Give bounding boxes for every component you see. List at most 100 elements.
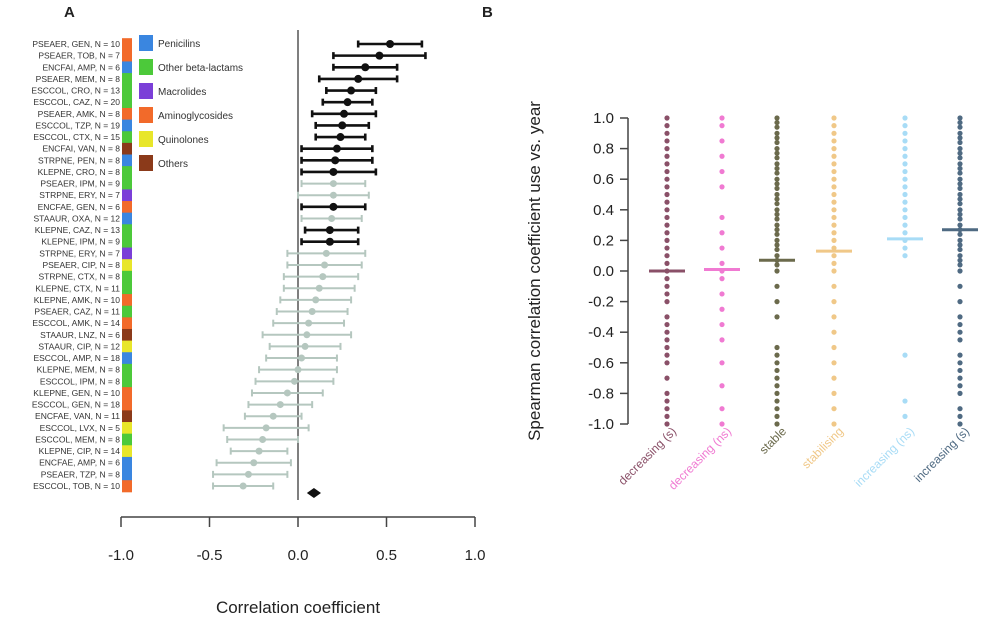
- class-color-strip: [122, 294, 132, 307]
- data-point: [957, 222, 963, 228]
- data-point: [664, 360, 670, 366]
- data-point: [957, 390, 963, 396]
- point-estimate: [354, 74, 363, 83]
- class-color-strip: [122, 422, 132, 435]
- point-estimate: [332, 144, 341, 153]
- data-point: [957, 242, 963, 248]
- forest-row: ENCFAE, VAN, N = 11: [35, 410, 303, 423]
- point-estimate: [294, 366, 302, 374]
- data-point: [831, 191, 837, 198]
- data-point: [719, 214, 725, 221]
- row-label: ESCCOL, TZP, N = 19: [36, 120, 121, 130]
- legend-swatch: [139, 35, 153, 51]
- data-point: [664, 161, 670, 167]
- point-estimate: [325, 226, 334, 235]
- data-point: [719, 306, 725, 312]
- row-label: ESCCOL, IPM, N = 8: [40, 376, 120, 386]
- a-x-tick-label: -1.0: [108, 547, 134, 564]
- category-strip: stable: [757, 115, 795, 457]
- row-label: PSEAER, TOB, N = 7: [38, 51, 120, 61]
- b-y-tick-label: -0.2: [588, 294, 614, 311]
- row-label: PSEAER, AMK, N = 8: [38, 109, 121, 119]
- data-point: [831, 222, 837, 228]
- forest-row: KLEPNE, CAZ, N = 13: [35, 224, 360, 237]
- data-point: [831, 253, 837, 259]
- data-point: [664, 214, 670, 221]
- data-point: [831, 176, 837, 182]
- data-point: [957, 216, 963, 222]
- data-point: [831, 214, 837, 221]
- data-point: [774, 262, 780, 268]
- data-point: [774, 135, 780, 141]
- forest-row: STRPNE, CTX, N = 8: [39, 270, 360, 283]
- b-y-tick-label: -0.6: [588, 355, 614, 372]
- row-label: PSEAER, MEM, N = 8: [36, 74, 121, 84]
- point-estimate: [329, 202, 338, 211]
- data-point: [774, 237, 780, 243]
- data-point: [664, 329, 670, 335]
- forest-row: KLEPNE, CRO, N = 8: [38, 166, 378, 179]
- data-point: [957, 375, 963, 381]
- row-label: ENCFAI, AMP, N = 6: [42, 62, 120, 72]
- panel-b-label: B: [482, 4, 493, 21]
- data-point: [664, 390, 670, 396]
- row-label: STRPNE, PEN, N = 8: [38, 155, 120, 165]
- data-point: [774, 398, 780, 404]
- class-color-strip: [122, 142, 132, 155]
- data-point: [664, 299, 670, 305]
- point-estimate: [322, 249, 330, 257]
- data-point: [774, 299, 780, 305]
- data-point: [664, 191, 670, 198]
- forest-row: KLEPNE, IPM, N = 9: [41, 235, 360, 249]
- data-point: [664, 413, 670, 419]
- point-estimate: [319, 273, 327, 281]
- point-estimate: [301, 342, 309, 350]
- data-point: [664, 337, 670, 343]
- class-color-strip: [122, 131, 132, 144]
- b-y-tick-label: -0.4: [588, 324, 614, 341]
- data-point: [719, 291, 725, 297]
- class-color-strip: [122, 154, 132, 167]
- data-point: [902, 184, 908, 190]
- data-point: [831, 314, 837, 320]
- forest-row: ESCCOL, MEM, N = 8: [35, 433, 299, 446]
- data-point: [774, 165, 780, 172]
- legend-item: Quinolones: [139, 131, 209, 147]
- data-point: [902, 153, 908, 159]
- point-estimate: [325, 237, 334, 246]
- data-point: [902, 199, 908, 205]
- data-point: [902, 352, 908, 358]
- legend-label: Aminoglycosides: [158, 111, 233, 122]
- legend-swatch: [139, 131, 153, 147]
- class-color-strip: [122, 456, 132, 470]
- category-strip: stabilising: [799, 115, 852, 471]
- data-point: [831, 161, 837, 167]
- class-color-strip: [122, 410, 132, 423]
- class-color-strip: [122, 84, 132, 97]
- data-point: [719, 321, 725, 328]
- data-point: [957, 383, 963, 389]
- data-point: [957, 207, 963, 213]
- category-label: increasing (ns): [852, 424, 918, 490]
- row-label: STAAUR, LNZ, N = 6: [40, 330, 120, 340]
- class-color-strip: [122, 305, 132, 318]
- data-point: [774, 211, 780, 217]
- data-point: [664, 115, 670, 121]
- class-color-strip: [122, 224, 132, 237]
- data-point: [831, 168, 837, 175]
- data-point: [831, 406, 837, 412]
- forest-row: PSEAER, TOB, N = 7: [38, 49, 427, 62]
- data-point: [664, 352, 670, 358]
- point-estimate: [329, 191, 337, 199]
- data-point: [774, 352, 780, 358]
- data-point: [664, 398, 670, 404]
- panel-a-label: A: [64, 4, 75, 21]
- class-color-strip: [122, 49, 132, 62]
- data-point: [774, 170, 780, 176]
- data-point: [774, 390, 780, 396]
- class-color-strip: [122, 398, 132, 411]
- row-label: ESCCOL, CTX, N = 15: [33, 132, 120, 142]
- forest-row: KLEPNE, GEN, N = 10: [33, 387, 324, 400]
- data-point: [774, 283, 780, 289]
- data-point: [957, 181, 963, 187]
